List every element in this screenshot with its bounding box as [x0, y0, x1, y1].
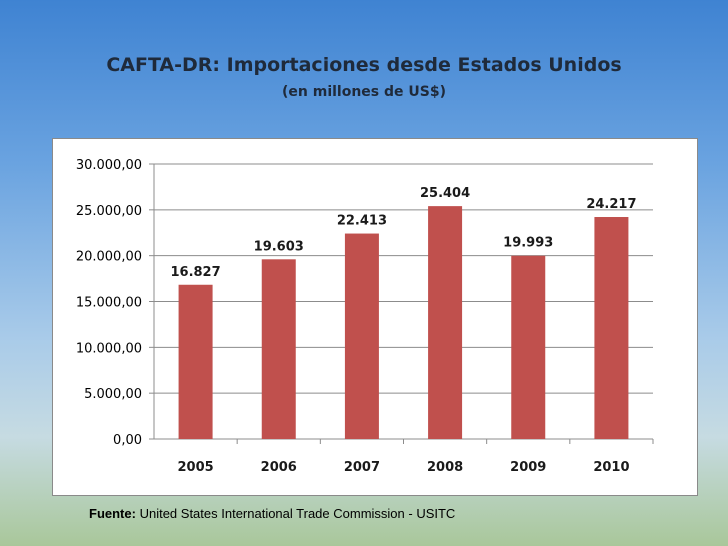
y-tick-label: 10.000,00	[76, 341, 142, 356]
data-label: 19.603	[254, 239, 304, 254]
chart-subtitle: (en millones de US$)	[282, 84, 446, 100]
x-tick-label: 2005	[177, 460, 213, 475]
bar	[344, 233, 379, 439]
bar	[594, 217, 629, 439]
bar	[511, 255, 546, 439]
y-tick-label: 20.000,00	[76, 250, 142, 265]
data-label: 16.827	[170, 265, 220, 280]
y-tick-label: 15.000,00	[76, 296, 142, 311]
data-label: 22.413	[337, 214, 387, 229]
data-label: 19.993	[503, 236, 553, 251]
x-tick-label: 2007	[344, 460, 380, 475]
bar-chart: 0,00 5.000,00 10.000,00 15.000,00 20.000,00 2…	[76, 158, 654, 475]
data-label: 25.404	[420, 186, 470, 201]
source-label: Fuente:	[89, 506, 136, 521]
x-tick-label: 2010	[593, 460, 629, 475]
bar	[178, 284, 213, 439]
bar	[428, 206, 463, 439]
y-tick-label: 5.000,00	[84, 387, 142, 402]
source-text: United States International Trade Commis…	[139, 506, 456, 521]
bar	[261, 259, 296, 439]
data-label: 24.217	[586, 197, 636, 212]
x-tick-label: 2008	[427, 460, 463, 475]
x-tick-label: 2006	[261, 460, 297, 475]
source-note: Fuente: United States International Trad…	[89, 506, 455, 521]
y-tick-label: 0,00	[113, 433, 142, 448]
x-tick-label: 2009	[510, 460, 546, 475]
y-tick-label: 30.000,00	[76, 158, 142, 173]
chart-area: 0,00 5.000,00 10.000,00 15.000,00 20.000,00 2…	[52, 138, 698, 496]
chart-title: CAFTA-DR: Importaciones desde Estados Un…	[106, 54, 622, 76]
y-tick-label: 25.000,00	[76, 204, 142, 219]
